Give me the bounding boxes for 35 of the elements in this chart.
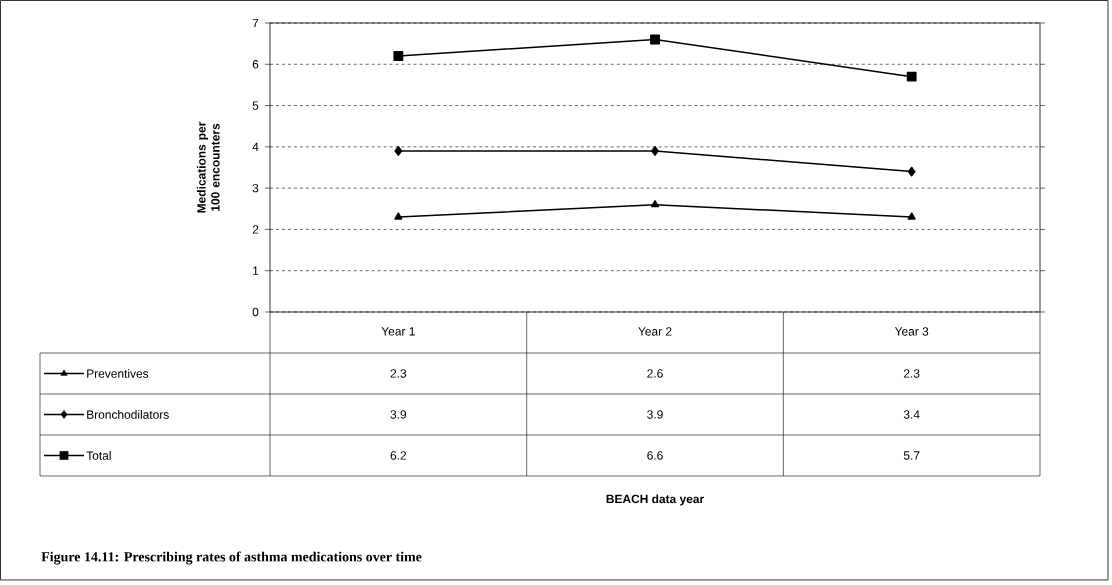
point [393,51,404,61]
data-label: 2.3 [390,369,407,378]
point [650,200,660,208]
data-label: 2.6 [647,369,663,378]
y-tick-label: 6 [252,60,259,69]
point [394,212,403,220]
point [651,146,659,156]
legend-label: Bronchodilators [87,410,169,419]
point [906,71,917,82]
y-axis-title: Medications per 100 encounters [196,121,220,213]
y-tick-label: 4 [252,142,259,151]
x-tick-label: Year 1 [381,327,415,336]
data-label: 6.6 [647,451,663,460]
y-tick-label: 2 [252,225,259,234]
text: Figure 14.11: Prescribing rates of asthma medications over time [41,551,422,565]
y-tick-label: 7 [252,18,259,28]
legend-label: Preventives [87,369,149,378]
legend-label: Total [86,451,111,460]
x-tick-label: Year 2 [638,327,672,336]
data-label: 3.9 [647,410,663,419]
point [650,34,660,45]
data-label: 3.4 [903,410,920,419]
data-label: 3.9 [390,410,407,419]
y-tick-label: 5 [252,101,259,110]
y-tick-label: 3 [252,183,259,193]
data-label: 5.7 [903,451,920,460]
x-tick-label: Year 3 [894,327,929,336]
data-label: 2.3 [903,369,920,378]
y-tick-label: 1 [253,266,259,275]
point [394,146,403,156]
point [907,212,916,220]
point [907,166,916,177]
y-tick-label: 0 [252,307,259,317]
data-label: 6.2 [390,451,407,460]
text: BEACH data year [606,494,704,506]
